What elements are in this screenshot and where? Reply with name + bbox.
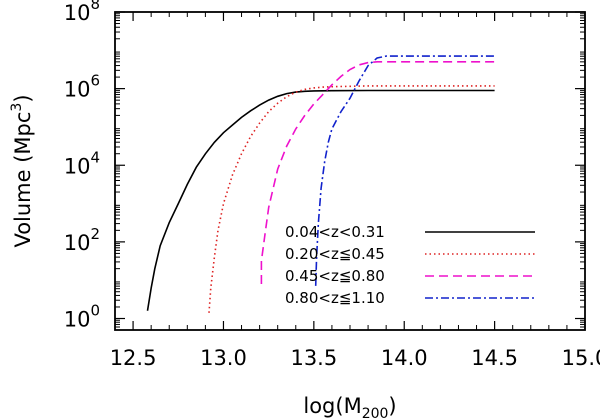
x-tick-label: 12.5 xyxy=(110,346,157,370)
x-tick-label: 14.0 xyxy=(381,346,428,370)
y-tick-label: 104 xyxy=(64,148,100,178)
legend-label-4: 0.80<z≦1.10 xyxy=(285,289,385,307)
legend: 0.04<z<0.31 0.20<z≦0.45 0.45<z≦0.80 0.80<z≦… xyxy=(285,223,535,307)
y-tick-label: 102 xyxy=(64,225,100,255)
series-line-2 xyxy=(208,85,495,313)
tick-group: 12.5 13.0 13.5 14.0 14.5 15.0 100 102 104 106 108 xyxy=(64,0,600,370)
series-line-1 xyxy=(146,89,495,311)
series-line-4 xyxy=(314,55,495,286)
legend-label-3: 0.45<z≦0.80 xyxy=(285,267,385,285)
y-axis-title: Volume (Mpc3) xyxy=(9,94,35,247)
x-tick-label: 13.5 xyxy=(290,346,337,370)
y-tick-label: 108 xyxy=(64,0,100,25)
series-group xyxy=(146,55,495,313)
x-axis-title: log(M200) xyxy=(303,394,396,420)
legend-label-1: 0.04<z<0.31 xyxy=(285,223,385,241)
x-tick-label: 13.0 xyxy=(200,346,247,370)
legend-label-2: 0.20<z≦0.45 xyxy=(285,245,385,263)
x-tick-label: 15.0 xyxy=(562,346,600,370)
y-tick-label: 100 xyxy=(64,302,100,332)
series-line-3 xyxy=(260,60,495,284)
x-tick-label: 14.5 xyxy=(471,346,518,370)
y-tick-label: 106 xyxy=(64,72,100,102)
